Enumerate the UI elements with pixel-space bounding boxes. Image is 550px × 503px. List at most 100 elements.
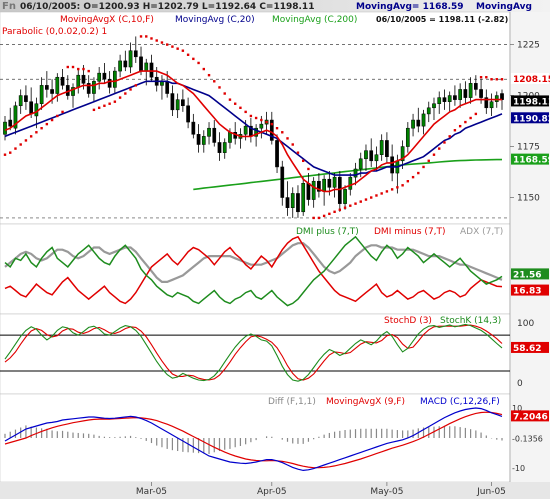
candle-body-58 (306, 183, 311, 200)
parabolic-dot-25 (134, 84, 137, 87)
candle-body-31 (165, 81, 170, 94)
candle-body-80 (421, 113, 426, 127)
candle-body-79 (416, 119, 421, 127)
candle-body-2 (13, 105, 18, 129)
parabolic-dot-51 (270, 122, 274, 126)
candle-body-26 (139, 56, 143, 72)
parabolic-dot-4 (24, 139, 28, 142)
legend-ma20: MovingAvg (C,20) (175, 15, 255, 25)
parabolic-dot-94 (495, 78, 498, 81)
parabolic-dot-15 (82, 67, 85, 71)
candle-body-66 (348, 176, 353, 190)
parabolic-dot-79 (417, 171, 420, 175)
legend-ma10: MovingAvgX (C,10,F) (60, 15, 154, 25)
candle-body-84 (442, 97, 447, 102)
parabolic-dot-76 (401, 184, 404, 187)
candle-body-64 (337, 176, 342, 204)
parabolic-dot-27 (145, 35, 148, 38)
candle-body-92 (484, 97, 489, 109)
parabolic-dot-30 (160, 41, 164, 44)
parabolic-dot-69 (364, 198, 368, 201)
parabolic-dot-68 (359, 200, 362, 203)
candle-body-77 (405, 127, 410, 147)
price-axis-label-0: 1225 (517, 41, 540, 51)
candle-body-86 (453, 95, 457, 100)
parabolic-dot-53 (281, 131, 284, 134)
parabolic-dot-52 (275, 126, 279, 130)
stoch-value-box (511, 341, 549, 353)
candle-body-52 (275, 140, 279, 168)
parabolic-dot-61 (322, 214, 326, 218)
candle-body-85 (447, 95, 452, 102)
parabolic-dot-17 (92, 108, 96, 112)
candle-body-5 (29, 101, 34, 115)
dmi-minus-line (4, 235, 503, 305)
candle-body-27 (144, 62, 149, 72)
parabolic-dot-91 (479, 76, 483, 79)
parabolic-dot-43 (228, 98, 232, 101)
candle-body-20 (107, 79, 112, 88)
candle-body-18 (97, 72, 102, 82)
parabolic-dot-70 (370, 196, 373, 199)
dmi-panel (0, 223, 511, 315)
macd-value-box (511, 410, 549, 422)
parabolic-dot-46 (244, 110, 247, 114)
parabolic-dot-89 (469, 116, 472, 120)
parabolic-dot-93 (490, 78, 493, 81)
dmi-value-minus-box (511, 284, 549, 296)
legend-diff: Diff (F,1,1) (268, 397, 316, 407)
parabolic-dot-87 (458, 124, 462, 128)
header-band (0, 0, 550, 12)
candle-body-94 (494, 95, 499, 102)
stoch-panel (0, 313, 511, 395)
candle-body-0 (3, 121, 7, 135)
parabolic-dot-81 (427, 159, 430, 163)
parabolic-dot-6 (35, 131, 38, 134)
candle-body-67 (353, 168, 358, 178)
candle-body-72 (379, 140, 384, 155)
date-axis-label-3: Jun-05 (476, 487, 506, 497)
parabolic-dot-83 (438, 147, 441, 150)
stoch-axis-label-0: 100 (517, 319, 534, 329)
stoch-k-line (4, 323, 503, 382)
price-value-ma10-top: 1208.15 (513, 75, 550, 85)
price-value-ma200-box (511, 153, 549, 165)
candle-body-82 (432, 103, 436, 109)
candle-body-28 (149, 62, 154, 78)
legend-adx: ADX (7,T) (460, 227, 503, 237)
parabolic-dot-63 (333, 210, 336, 214)
candle-body-57 (301, 183, 306, 213)
right-axis-strip (510, 12, 550, 482)
header-moving-avg-2: MovingAvg (476, 2, 532, 12)
candle-body-83 (437, 97, 442, 104)
price-axis-label-2: 1175 (517, 143, 540, 153)
parabolic-dot-20 (108, 102, 111, 105)
candle-body-56 (296, 193, 300, 213)
candle-body-62 (327, 178, 332, 188)
legend-dmi-plus: DMI plus (7,T) (296, 227, 359, 237)
parabolic-dot-95 (500, 78, 504, 81)
parabolic-dot-37 (197, 61, 200, 65)
parabolic-dot-86 (453, 129, 457, 132)
candle-body-65 (343, 189, 347, 204)
candle-body-4 (24, 95, 28, 102)
macd-signal-line (4, 411, 503, 469)
parabolic-dot-38 (202, 67, 205, 71)
parabolic-dot-42 (223, 92, 226, 95)
candle-body-48 (254, 127, 258, 137)
candle-body-89 (468, 83, 473, 98)
parabolic-dot-88 (464, 120, 467, 124)
macd-value: 7.2046 (513, 412, 548, 422)
candle-body-70 (369, 150, 374, 162)
parabolic-dot-82 (432, 153, 436, 156)
legend-macd-signal: MovingAvgX (9,F) (326, 397, 405, 407)
candle-body-59 (311, 180, 316, 200)
price-value-close: 1198.11 (513, 97, 550, 107)
parabolic-dot-75 (396, 186, 399, 189)
parabolic-dot-36 (192, 57, 195, 61)
parabolic-dot-49 (260, 118, 263, 122)
legend-date-value: 06/10/2005 = 1198.11 (-2.82) (376, 15, 508, 24)
candle-body-91 (479, 89, 483, 98)
parabolic-dot-11 (61, 110, 64, 114)
parabolic-dot-39 (207, 73, 211, 77)
